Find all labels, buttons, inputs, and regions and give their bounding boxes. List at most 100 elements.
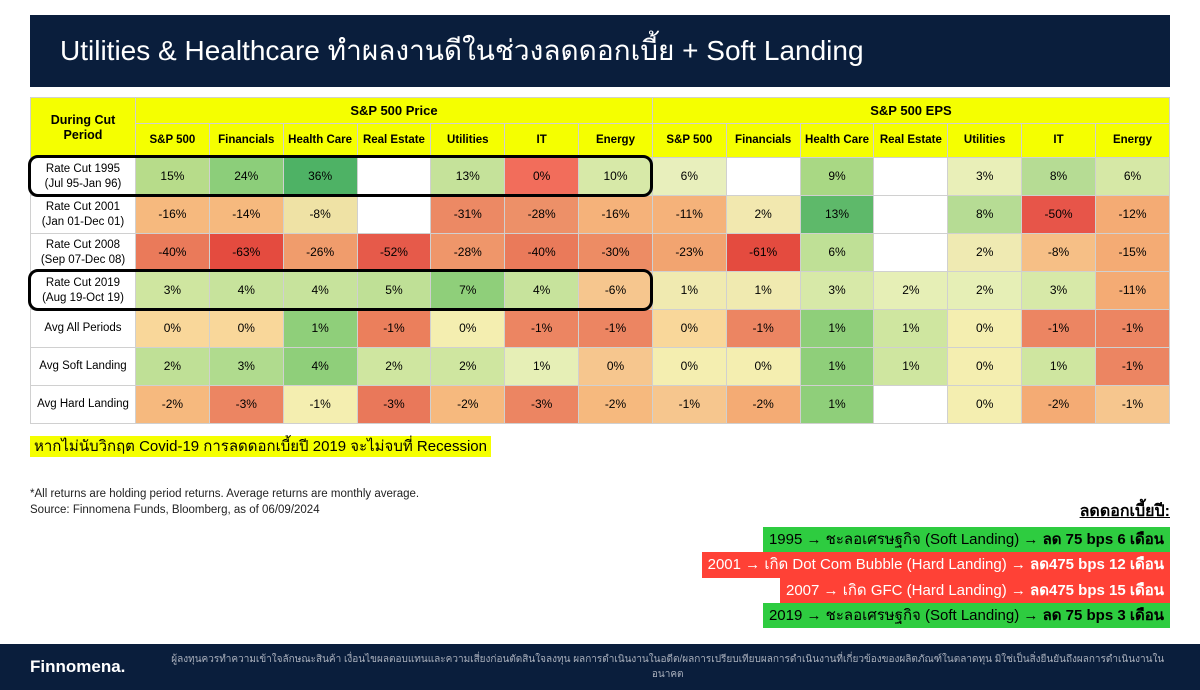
heatmap-cell: -2% — [726, 386, 800, 424]
heatmap-cell: 0% — [505, 158, 579, 196]
heatmap-cell: 2% — [948, 272, 1022, 310]
heatmap-cell: 8% — [1022, 158, 1096, 196]
heatmap-cell: 0% — [726, 348, 800, 386]
col-header: Health Care — [283, 124, 357, 158]
heatmap-cell: -1% — [1095, 348, 1169, 386]
summary-line: 2007 → เกิด GFC (Hard Landing) → ลด475 b… — [780, 578, 1170, 603]
table-body: Rate Cut 1995(Jul 95-Jan 96)15%24%36%13%… — [31, 158, 1170, 424]
table-row: Rate Cut 1995(Jul 95-Jan 96)15%24%36%13%… — [31, 158, 1170, 196]
heatmap-cell: -30% — [579, 234, 653, 272]
group-header-row: During Cut Period S&P 500 Price S&P 500 … — [31, 98, 1170, 124]
heatmap-cell: -40% — [136, 234, 210, 272]
heatmap-cell: 2% — [726, 196, 800, 234]
col-header: Financials — [726, 124, 800, 158]
heatmap-cell: -1% — [505, 310, 579, 348]
heatmap-cell: -61% — [726, 234, 800, 272]
table-row: Avg All Periods0%0%1%-1%0%-1%-1%0%-1%1%1… — [31, 310, 1170, 348]
heatmap-cell: -40% — [505, 234, 579, 272]
page-title: Utilities & Healthcare ทำผลงานดีในช่วงลด… — [30, 15, 1170, 87]
heatmap-cell: 0% — [948, 310, 1022, 348]
heatmap-cell: -2% — [431, 386, 505, 424]
row-label: Avg Soft Landing — [31, 348, 136, 386]
heatmap-cell: 10% — [579, 158, 653, 196]
heatmap-cell: 2% — [136, 348, 210, 386]
heatmap-cell: 3% — [800, 272, 874, 310]
heatmap-cell: 4% — [283, 272, 357, 310]
row-label: Rate Cut 2001(Jan 01-Dec 01) — [31, 196, 136, 234]
heatmap-cell: 1% — [1022, 348, 1096, 386]
row-label: Avg All Periods — [31, 310, 136, 348]
heatmap-cell: -6% — [579, 272, 653, 310]
heatmap-cell: 0% — [431, 310, 505, 348]
heatmap-cell: 24% — [209, 158, 283, 196]
col-header: Health Care — [800, 124, 874, 158]
heatmap-cell: 1% — [726, 272, 800, 310]
heatmap-cell: 0% — [948, 386, 1022, 424]
heatmap-cell: 0% — [948, 348, 1022, 386]
heatmap-cell: 3% — [209, 348, 283, 386]
heatmap-cell: 1% — [800, 310, 874, 348]
bottom-bar: Finnomena. ผู้ลงทุนควรทำความเข้าใจลักษณะ… — [0, 644, 1200, 690]
col-header: S&P 500 — [652, 124, 726, 158]
heatmap-cell: -1% — [1095, 386, 1169, 424]
table-row: Rate Cut 2001(Jan 01-Dec 01)-16%-14%-8% -… — [31, 196, 1170, 234]
heatmap-cell: -28% — [431, 234, 505, 272]
heatmap-cell: 2% — [357, 348, 431, 386]
heatmap-cell: 1% — [800, 386, 874, 424]
heatmap-cell: -11% — [652, 196, 726, 234]
heatmap-cell: 9% — [800, 158, 874, 196]
heatmap-cell: -1% — [726, 310, 800, 348]
heatmap-cell: -2% — [579, 386, 653, 424]
heatmap-cell: -8% — [283, 196, 357, 234]
col-header-row: S&P 500FinancialsHealth CareReal EstateU… — [31, 124, 1170, 158]
row-label: Rate Cut 1995(Jul 95-Jan 96) — [31, 158, 136, 196]
heatmap-cell: -3% — [505, 386, 579, 424]
col-header: Financials — [209, 124, 283, 158]
heatmap-cell: -50% — [1022, 196, 1096, 234]
heatmap-table: During Cut Period S&P 500 Price S&P 500 … — [30, 97, 1170, 424]
heatmap-cell: -23% — [652, 234, 726, 272]
heatmap-cell — [357, 196, 431, 234]
heatmap-cell: -15% — [1095, 234, 1169, 272]
heatmap-cell — [357, 158, 431, 196]
heatmap-cell: 3% — [948, 158, 1022, 196]
heatmap-cell: 0% — [652, 348, 726, 386]
heatmap-cell: 2% — [431, 348, 505, 386]
heatmap-cell: 6% — [1095, 158, 1169, 196]
table-row: Rate Cut 2008(Sep 07-Dec 08)-40%-63%-26%… — [31, 234, 1170, 272]
heatmap-cell: -2% — [136, 386, 210, 424]
corner-header: During Cut Period — [31, 98, 136, 158]
footnote-returns: *All returns are holding period returns.… — [30, 488, 1170, 500]
heatmap-cell: -1% — [652, 386, 726, 424]
heatmap-cell: -31% — [431, 196, 505, 234]
col-header: IT — [1022, 124, 1096, 158]
col-header: Real Estate — [874, 124, 948, 158]
heatmap-cell: 4% — [505, 272, 579, 310]
heatmap-cell: -1% — [357, 310, 431, 348]
heatmap-cell: -16% — [136, 196, 210, 234]
col-header: Energy — [1095, 124, 1169, 158]
heatmap-cell: -14% — [209, 196, 283, 234]
table-row: Avg Soft Landing2%3%4%2%2%1%0%0%0%1%1%0%… — [31, 348, 1170, 386]
heatmap-cell: 3% — [1022, 272, 1096, 310]
summary-line: 2001 → เกิด Dot Com Bubble (Hard Landing… — [702, 552, 1170, 577]
heatmap-cell: 6% — [652, 158, 726, 196]
col-header: Utilities — [948, 124, 1022, 158]
heatmap-cell: -1% — [283, 386, 357, 424]
col-header: Energy — [579, 124, 653, 158]
group-header-price: S&P 500 Price — [136, 98, 653, 124]
heatmap-cell: 1% — [874, 310, 948, 348]
heatmap-cell: -3% — [357, 386, 431, 424]
heatmap-cell — [874, 196, 948, 234]
summary-line: 2019 → ชะลอเศรษฐกิจ (Soft Landing) → ลด … — [763, 603, 1170, 628]
heatmap-cell: 0% — [652, 310, 726, 348]
col-header: Utilities — [431, 124, 505, 158]
heatmap-cell: -2% — [1022, 386, 1096, 424]
heatmap-cell: 1% — [874, 348, 948, 386]
heatmap-cell: -11% — [1095, 272, 1169, 310]
row-label: Rate Cut 2008(Sep 07-Dec 08) — [31, 234, 136, 272]
heatmap-cell: -8% — [1022, 234, 1096, 272]
table-container: During Cut Period S&P 500 Price S&P 500 … — [30, 97, 1170, 424]
heatmap-cell: 2% — [948, 234, 1022, 272]
col-header: S&P 500 — [136, 124, 210, 158]
